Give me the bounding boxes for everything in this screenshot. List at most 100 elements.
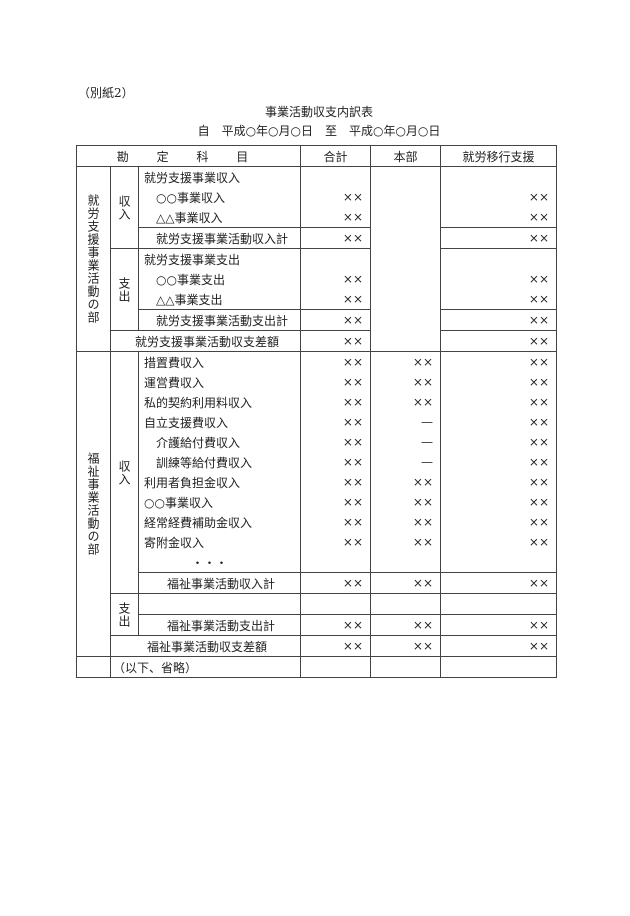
header-total: 合計 bbox=[300, 145, 371, 167]
row-total: ×× bbox=[300, 572, 371, 594]
blank-cell bbox=[370, 593, 441, 615]
section1-label: 就労支援事業活動の部 bbox=[76, 166, 111, 352]
row-name: 介護給付費収入 bbox=[138, 432, 301, 452]
row-total: ×× bbox=[300, 532, 371, 552]
ellipsis-row: ・・・ bbox=[77, 552, 557, 573]
blank-cell bbox=[76, 656, 111, 678]
row-service: ×× bbox=[440, 309, 557, 331]
blank-cell bbox=[138, 593, 301, 615]
row-total: ×× bbox=[300, 432, 371, 452]
row-total bbox=[300, 248, 371, 269]
row-name: 寄附金収入 bbox=[138, 532, 301, 552]
row-hq: ×× bbox=[370, 635, 441, 657]
attachment-note: （別紙2） bbox=[78, 86, 134, 100]
table-row: 私的契約利用料収入 ×× ×× ×× bbox=[77, 392, 557, 412]
section2-expense-label: 支出 bbox=[110, 593, 139, 636]
row-hq: ×× bbox=[370, 351, 441, 372]
header-row: 勘 定 科 目 合計 本部 就労移行支援 bbox=[76, 145, 557, 167]
blank-cell bbox=[370, 552, 441, 573]
row-name: 就労支援事業活動収支差額 bbox=[110, 330, 301, 352]
row-service: ×× bbox=[440, 269, 557, 289]
blank-cell bbox=[300, 593, 371, 615]
table-row: △△事業収入 ×× ×× bbox=[77, 207, 557, 228]
row-name: 就労支援事業活動支出計 bbox=[138, 309, 301, 331]
income-expense-table: 勘 定 科 目 合計 本部 就労移行支援 就労支援事業活動の部 収入 就労支援事… bbox=[76, 145, 557, 678]
ellipsis: ・・・ bbox=[138, 552, 301, 573]
header-account: 勘 定 科 目 bbox=[76, 145, 301, 167]
row-total bbox=[300, 166, 371, 187]
row-hq: ×× bbox=[370, 472, 441, 492]
row-name: ○○事業収入 bbox=[138, 187, 301, 207]
difference-row: 福祉事業活動収支差額 ×× ×× ×× bbox=[77, 635, 557, 657]
row-service: ×× bbox=[440, 187, 557, 207]
row-name: 私的契約利用料収入 bbox=[138, 392, 301, 412]
table-row: 支出 bbox=[77, 593, 557, 636]
row-service: ×× bbox=[440, 614, 557, 636]
table-row: 介護給付費収入 ×× — ×× bbox=[77, 432, 557, 452]
table-row: 運営費収入 ×× ×× ×× bbox=[77, 372, 557, 392]
table-row: 就労支援事業活動の部 収入 就労支援事業収入 bbox=[76, 166, 557, 352]
row-name: 就労支援事業支出 bbox=[138, 248, 301, 269]
row-total: ×× bbox=[300, 392, 371, 412]
omitted-note: （以下、省略） bbox=[110, 656, 301, 678]
section1-expense-label: 支出 bbox=[110, 248, 139, 331]
row-service bbox=[440, 248, 557, 269]
row-name: 就労支援事業活動収入計 bbox=[138, 227, 301, 249]
row-name: ○○事業支出 bbox=[138, 269, 301, 289]
row-service: ×× bbox=[440, 392, 557, 412]
row-hq: — bbox=[370, 432, 441, 452]
row-total: ×× bbox=[300, 614, 371, 636]
row-hq: ×× bbox=[370, 614, 441, 636]
row-total: ×× bbox=[300, 452, 371, 472]
row-total: ×× bbox=[300, 512, 371, 532]
row-name: △△事業収入 bbox=[138, 207, 301, 228]
row-total: ×× bbox=[300, 372, 371, 392]
row-service: ×× bbox=[440, 207, 557, 228]
row-total: ×× bbox=[300, 309, 371, 331]
document-title: 事業活動収支内訳表 bbox=[264, 105, 373, 119]
header-hq: 本部 bbox=[370, 145, 441, 167]
row-name: 就労支援事業収入 bbox=[138, 166, 301, 187]
subtotal-row: 福祉事業活動収入計 ×× ×× ×× bbox=[77, 572, 557, 594]
row-hq: ×× bbox=[370, 392, 441, 412]
blank-cell bbox=[300, 656, 371, 678]
section2-income-label: 収入 bbox=[110, 351, 139, 594]
blank-cell bbox=[300, 552, 371, 573]
row-name: 自立支援費収入 bbox=[138, 412, 301, 432]
row-service: ×× bbox=[440, 452, 557, 472]
row-hq: ×× bbox=[370, 512, 441, 532]
row-name: 措置費収入 bbox=[138, 351, 301, 372]
subtotal-row: 就労支援事業活動支出計 ×× ×× bbox=[77, 309, 557, 331]
row-name: 福祉事業活動支出計 bbox=[138, 614, 301, 636]
row-total: ×× bbox=[300, 269, 371, 289]
omitted-row: （以下、省略） bbox=[76, 656, 557, 678]
row-name: 訓練等給付費収入 bbox=[138, 452, 301, 472]
row-total: ×× bbox=[300, 492, 371, 512]
row-name: 運営費収入 bbox=[138, 372, 301, 392]
row-service: ×× bbox=[440, 432, 557, 452]
blank-cell bbox=[370, 656, 441, 678]
row-name: 福祉事業活動収入計 bbox=[138, 572, 301, 594]
row-name: ○○事業収入 bbox=[138, 492, 301, 512]
row-name: △△事業支出 bbox=[138, 289, 301, 310]
row-service: ×× bbox=[440, 572, 557, 594]
table-row: ○○事業収入 ×× ×× bbox=[77, 187, 557, 207]
blank-cell bbox=[440, 552, 557, 573]
row-total: ×× bbox=[300, 472, 371, 492]
section1-hq-blank bbox=[370, 166, 441, 352]
row-name: 福祉事業活動収支差額 bbox=[110, 635, 301, 657]
row-hq: — bbox=[370, 452, 441, 472]
table-row: 寄附金収入 ×× ×× ×× bbox=[77, 532, 557, 552]
table-row: ○○事業支出 ×× ×× bbox=[77, 269, 557, 289]
table-row: 福祉事業活動の部 収入 措置費収入 ×× ×× ×× bbox=[76, 351, 557, 657]
row-total: ×× bbox=[300, 289, 371, 310]
row-service: ×× bbox=[440, 532, 557, 552]
row-total: ×× bbox=[300, 351, 371, 372]
section1-income-label: 収入 bbox=[110, 166, 139, 249]
row-total: ×× bbox=[300, 207, 371, 228]
table-row: 訓練等給付費収入 ×× — ×× bbox=[77, 452, 557, 472]
row-total: ×× bbox=[300, 187, 371, 207]
row-hq: ×× bbox=[370, 532, 441, 552]
table-row: 自立支援費収入 ×× — ×× bbox=[77, 412, 557, 432]
period: 自 平成○年○月○日 至 平成○年○月○日 bbox=[197, 124, 441, 138]
